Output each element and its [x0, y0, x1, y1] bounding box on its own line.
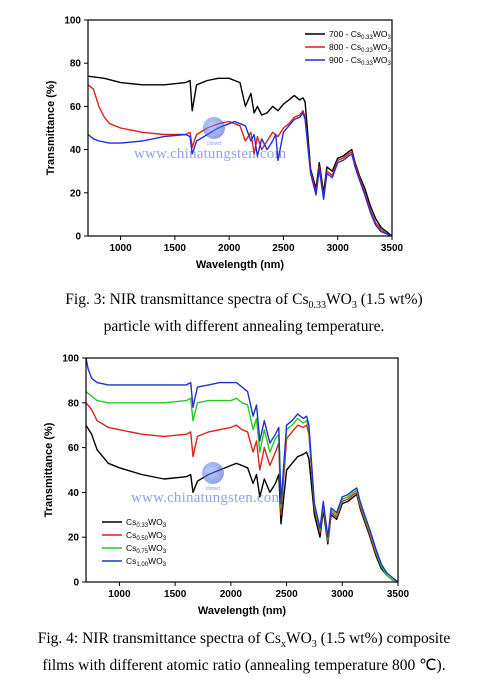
x-tick-label: 2500	[272, 243, 295, 254]
series-line-3	[85, 357, 399, 583]
y-tick-label: 100	[64, 16, 81, 27]
legend-label-0: 700 - Cs0.33WO3	[329, 29, 391, 41]
x-tick-label: 1500	[164, 589, 187, 600]
legend-label-2: Cs0.75WO3	[126, 543, 167, 555]
plot-frame	[87, 19, 393, 237]
caption-line-2: films with different atomic ratio (annea…	[42, 657, 446, 675]
y-tick-label: 20	[70, 188, 82, 199]
figure-3-caption: Fig. 3: NIR transmittance spectra of Cs0…	[0, 289, 488, 337]
caption-line-2: particle with different annealing temper…	[103, 318, 385, 336]
figure-3: 0 20 40 60 80 100 1000 1500 2000 2500 3000 3500 Wave…	[0, 0, 488, 282]
watermark-logo-text: ctiowd	[205, 486, 221, 492]
legend-label-1: 800 - Cs0.33WO3	[329, 42, 391, 54]
y-tick-label: 60	[70, 102, 82, 113]
legend-label-3: Cs1.00WO3	[126, 556, 167, 568]
x-tick-label: 2500	[275, 589, 298, 600]
figure-4-caption: Fig. 4: NIR transmittance spectra of Csx…	[0, 628, 488, 676]
x-tick-label: 1000	[108, 589, 131, 600]
legend-label-0: Cs0.33WO3	[126, 517, 167, 529]
legend-label-1: Cs0.50WO3	[126, 530, 167, 542]
x-tick-label: 1500	[164, 243, 187, 254]
x-tick-label: 3000	[331, 589, 354, 600]
series-line-2	[87, 112, 393, 237]
watermark-logo-text: ctiowd	[206, 141, 222, 147]
y-tick-label: 40	[70, 145, 82, 156]
y-tick-label: 100	[62, 354, 79, 365]
watermark-logo-icon	[202, 462, 224, 484]
x-tick-label: 1000	[109, 243, 132, 254]
x-axis-label: Wavelength (nm)	[196, 259, 285, 271]
watermark-text: www.chinatungsten.com	[134, 146, 287, 162]
y-tick-label: 20	[68, 533, 80, 544]
plot-frame	[85, 357, 399, 583]
y-axis-label: Transmittance (%)	[45, 80, 57, 175]
watermark-logo-icon	[203, 117, 225, 139]
chart-fig4: 0 20 40 60 80 100 1000 1500 2000 2500 3000 3500 Wave…	[43, 354, 410, 618]
y-tick-label: 60	[68, 443, 80, 454]
x-tick-label: 2000	[220, 589, 243, 600]
y-tick-label: 80	[70, 59, 82, 70]
y-tick-label: 0	[75, 232, 81, 243]
caption-line-1: Fig. 4: NIR transmittance spectra of Csx…	[37, 630, 451, 651]
x-tick-label: 3500	[381, 243, 404, 254]
x-axis-label: Wavelength (nm)	[198, 605, 287, 617]
y-tick-label: 0	[73, 578, 79, 589]
chart-fig3: 0 20 40 60 80 100 1000 1500 2000 2500 3000 3500 Wave…	[45, 16, 404, 272]
figure-4: 0 20 40 60 80 100 1000 1500 2000 2500 3000 3500 Wave…	[0, 344, 488, 624]
legend-label-2: 900 - Cs0.33WO3	[329, 55, 391, 67]
caption-line-1: Fig. 3: NIR transmittance spectra of Cs0…	[65, 291, 423, 312]
y-tick-label: 80	[68, 398, 80, 409]
x-tick-label: 2000	[218, 243, 241, 254]
series-line-0	[85, 424, 399, 583]
y-tick-label: 40	[68, 488, 80, 499]
y-axis-label: Transmittance (%)	[43, 422, 55, 517]
series-line-2	[85, 391, 399, 583]
x-tick-label: 3500	[387, 589, 410, 600]
watermark-text: www.chinatungsten.com	[131, 490, 284, 506]
x-tick-label: 3000	[327, 243, 350, 254]
